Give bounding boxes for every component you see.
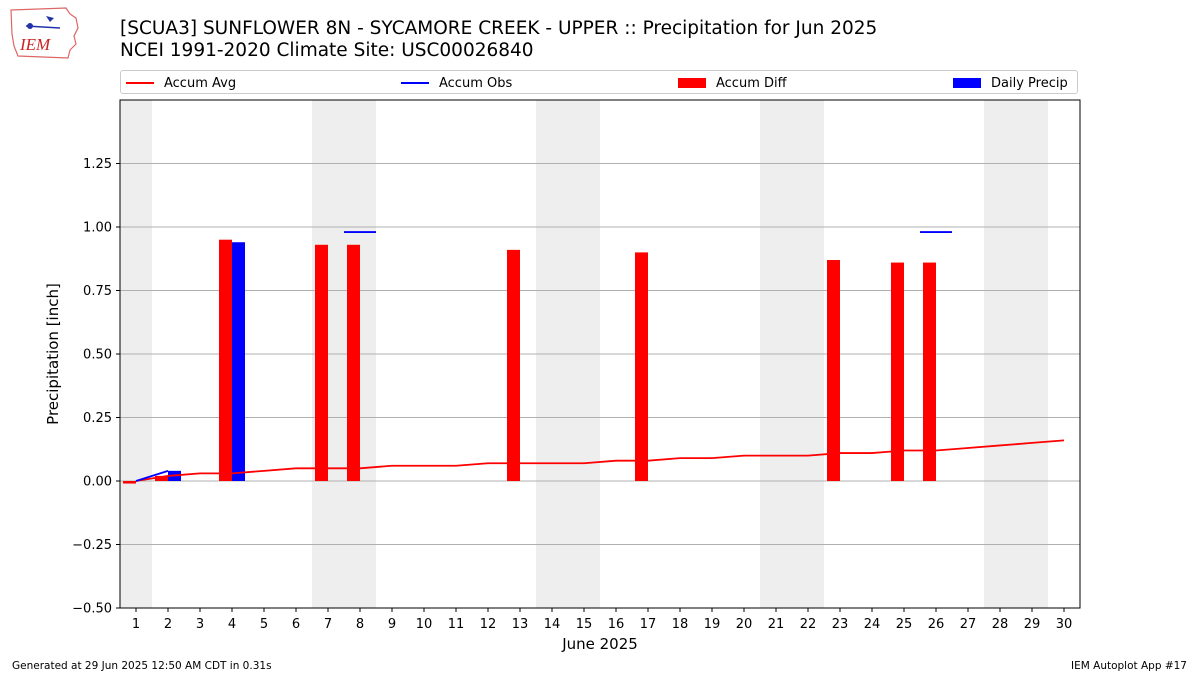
y-tick-label-6: 1.00 <box>83 221 112 236</box>
accum-diff-bar-day-7 <box>315 244 328 481</box>
legend-label-accum-obs: Accum Obs <box>439 75 513 91</box>
y-tick-label-0: −0.50 <box>72 602 112 617</box>
chart-title: [SCUA3] SUNFLOWER 8N - SYCAMORE CREEK - … <box>120 18 878 39</box>
legend-item-accum-diff: Accum Diff <box>678 74 787 92</box>
x-tick-label-21: 21 <box>768 617 785 632</box>
legend-item-daily-precip: Daily Precip <box>953 74 1068 92</box>
legend-label-daily-precip: Daily Precip <box>991 75 1068 91</box>
footer-generated: Generated at 29 Jun 2025 12:50 AM CDT in… <box>12 660 272 672</box>
legend-label-accum-diff: Accum Diff <box>716 75 787 91</box>
x-tick-label-16: 16 <box>608 617 625 632</box>
logo-text: IEM <box>19 35 51 54</box>
x-tick-label-9: 9 <box>388 617 396 632</box>
legend-swatch-accum-diff <box>678 78 706 88</box>
x-tick-label-1: 1 <box>132 617 140 632</box>
x-tick-label-14: 14 <box>544 617 561 632</box>
x-tick-label-20: 20 <box>736 617 753 632</box>
x-tick-label-3: 3 <box>196 617 204 632</box>
x-tick-label-15: 15 <box>576 617 593 632</box>
x-tick-label-28: 28 <box>992 617 1009 632</box>
y-tick-label-5: 0.75 <box>83 284 112 299</box>
x-tick-label-23: 23 <box>832 617 849 632</box>
footer-app: IEM Autoplot App #17 <box>1071 660 1187 672</box>
accum-diff-bar-day-2 <box>155 475 168 481</box>
x-tick-label-30: 30 <box>1056 617 1073 632</box>
chart-legend: Accum Avg Accum Obs Accum Diff Daily Pre… <box>120 70 1078 94</box>
x-tick-label-2: 2 <box>164 617 172 632</box>
x-tick-label-8: 8 <box>356 617 364 632</box>
accum-diff-bar-day-13 <box>507 249 520 481</box>
accum-diff-bar-day-1 <box>123 481 136 484</box>
y-tick-label-2: 0.00 <box>83 475 112 490</box>
x-tick-label-11: 11 <box>448 617 465 632</box>
x-tick-label-19: 19 <box>704 617 721 632</box>
legend-swatch-daily-precip <box>953 78 981 88</box>
logo-symbol-bird <box>46 16 54 22</box>
chart-subtitle: NCEI 1991-2020 Climate Site: USC00026840 <box>120 40 534 61</box>
iowa-state-outline <box>10 7 79 59</box>
accum-diff-bar-day-17 <box>635 252 648 481</box>
accum-diff-bar-day-25 <box>891 262 904 481</box>
x-tick-label-10: 10 <box>416 617 433 632</box>
x-tick-label-26: 26 <box>928 617 945 632</box>
y-tick-label-7: 1.25 <box>83 157 112 172</box>
x-tick-label-18: 18 <box>672 617 689 632</box>
legend-swatch-accum-avg <box>126 82 154 84</box>
accum-diff-bar-day-4 <box>219 239 232 481</box>
accum-obs-line-0 <box>135 469 169 482</box>
x-tick-label-24: 24 <box>864 617 881 632</box>
y-axis-label: Precipitation [inch] <box>44 283 62 425</box>
accum-diff-bar-day-26 <box>923 262 936 481</box>
daily-precip-bar-day-4 <box>232 242 245 481</box>
x-tick-label-29: 29 <box>1024 617 1041 632</box>
x-tick-label-17: 17 <box>640 617 657 632</box>
x-tick-label-12: 12 <box>480 617 497 632</box>
y-tick-label-1: −0.25 <box>72 538 112 553</box>
accum-diff-bar-day-23 <box>827 260 840 481</box>
x-tick-label-22: 22 <box>800 617 817 632</box>
legend-item-accum-avg: Accum Avg <box>126 74 236 92</box>
legend-swatch-accum-obs <box>401 82 429 84</box>
x-tick-label-27: 27 <box>960 617 977 632</box>
accum-avg-line <box>135 439 1065 482</box>
x-tick-label-13: 13 <box>512 617 529 632</box>
x-tick-label-6: 6 <box>292 617 300 632</box>
legend-label-accum-avg: Accum Avg <box>164 75 237 91</box>
accum-diff-bar-day-8 <box>347 244 360 481</box>
y-tick-label-4: 0.50 <box>83 348 112 363</box>
logo-symbol-dot <box>27 23 33 29</box>
x-tick-label-4: 4 <box>228 617 236 632</box>
iem-logo: IEM <box>10 7 79 59</box>
y-tick-label-3: 0.25 <box>83 411 112 426</box>
x-axis-label: June 2025 <box>561 635 638 653</box>
x-tick-label-5: 5 <box>260 617 268 632</box>
x-tick-label-7: 7 <box>324 617 332 632</box>
x-tick-label-25: 25 <box>896 617 913 632</box>
legend-item-accum-obs: Accum Obs <box>401 74 512 92</box>
